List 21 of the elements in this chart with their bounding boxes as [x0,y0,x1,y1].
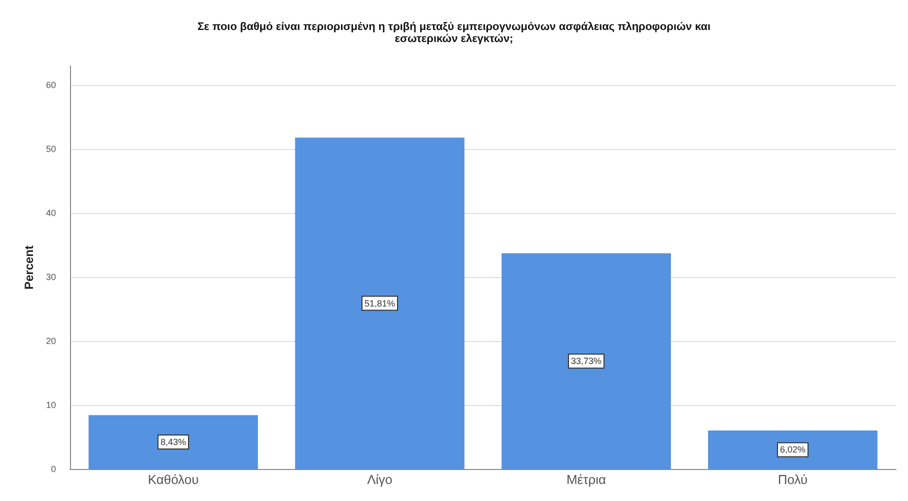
x-tick-label: Καθόλου [148,472,199,487]
x-tick-label: Πολύ [778,472,808,487]
x-tick-label: Λίγο [367,472,392,487]
bar [295,138,464,469]
y-tick-label: 50 [46,144,56,154]
y-tick-label: 0 [50,464,56,474]
bar [88,415,258,469]
data-label: 8,43% [160,437,186,448]
data-label: 33,73% [570,356,602,366]
y-tick-label: 10 [46,400,56,410]
y-tick-label: 60 [46,80,56,90]
data-label: 51,81% [364,298,396,308]
y-axis-title: Percent [22,245,36,290]
data-label: 6,02% [780,444,806,455]
y-tick-label: 30 [46,272,56,282]
bar [708,430,878,469]
x-tick-label: Μέτρια [566,472,607,487]
chart-title: Σε ποιο βαθμό είναι περιορισμένη η τριβή μεταξύ εμπειρογνωμόνων ασφάλειας πληροφοριών και εσωτερικών ελεγκτών; [197,21,711,45]
y-tick-label: 20 [46,336,56,346]
y-tick-label: 40 [46,208,56,218]
bar [502,253,671,469]
